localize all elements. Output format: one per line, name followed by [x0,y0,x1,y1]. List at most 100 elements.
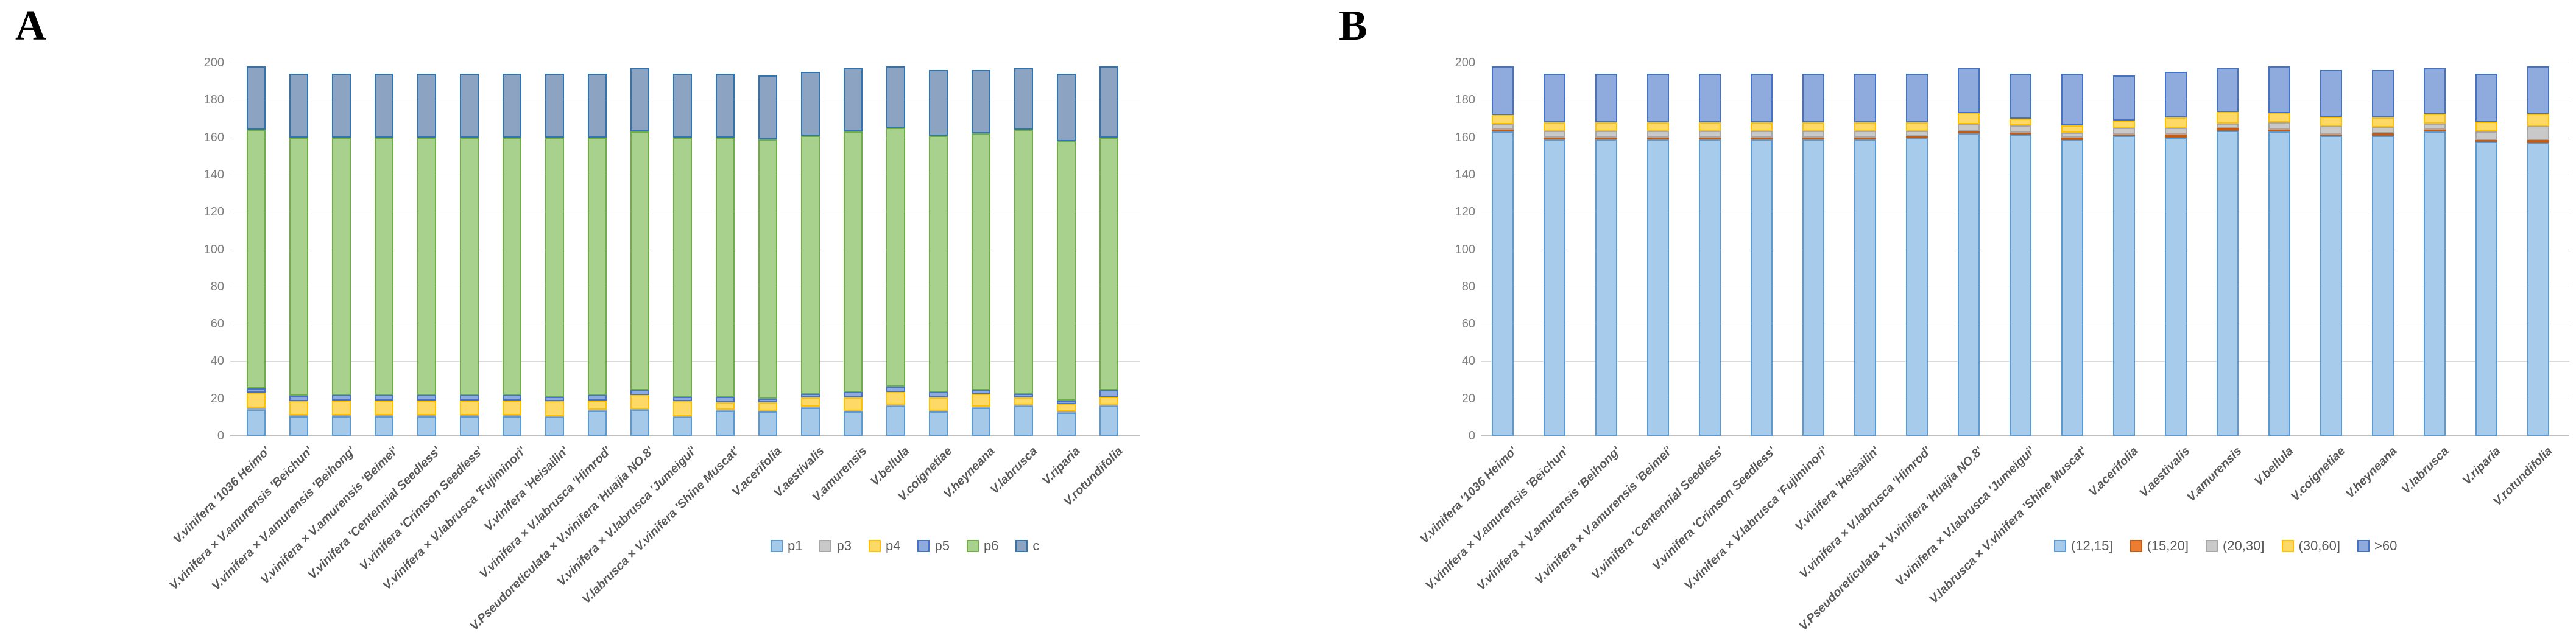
bar-segment-p3 [502,415,521,416]
bar-segment-p3 [459,415,479,416]
legend-swatch [1015,540,1028,552]
legend-swatch [819,540,832,552]
bar-segment-(20,30] [2113,128,2135,135]
bar-segment-p4 [289,401,308,416]
bar-segment->60 [1751,74,1773,123]
bar-segment-(20,30] [2320,126,2342,135]
bar-segment-c [800,72,820,136]
bar-segment-c [417,74,436,138]
bar-segment-(12,15] [1751,139,1773,436]
bar-segment-(30,60] [1751,122,1773,131]
bar-segment-p6 [886,128,905,387]
bar-segment-p3 [630,408,649,410]
x-tick-label: V.acerifolia [2086,444,2141,499]
bar-segment-(15,20] [2217,128,2239,131]
y-tick-label: 100 [1455,242,1475,256]
bar-segment-(12,15] [2424,131,2446,436]
bar-segment-p4 [886,391,905,405]
bar-segment-(30,60] [2061,125,2083,133]
bar-segment->60 [2372,70,2394,118]
bar-segment-p5 [630,390,649,395]
legend-label: >60 [2374,538,2398,553]
x-tick-label: V.coignetiae [2288,444,2348,504]
y-tick-label: 40 [1461,354,1475,368]
x-tick-label: V.vinifera 'Heisailin' [481,444,571,534]
y-tick-label: 20 [210,391,224,405]
bar-segment-p4 [630,394,649,409]
bar-segment-p5 [672,396,692,402]
bar-segment-p3 [1014,404,1033,406]
legend-swatch [2130,540,2142,552]
bar-segment-(12,15] [2527,142,2549,436]
bar-segment-p5 [1056,400,1076,404]
bar-segment-p1 [331,416,351,436]
bar-segment-(15,20] [2113,134,2135,136]
bar-segment->60 [1802,74,1824,123]
legend-item: >60 [2357,538,2397,554]
y-tick-label: 200 [1455,56,1475,69]
x-axis-line [230,435,1140,436]
bar-segment-p3 [289,415,308,416]
bar-segment-p1 [246,410,266,436]
bar-segment-(30,60] [2527,114,2549,127]
bar-segment->60 [2424,68,2446,114]
legend-swatch [2054,540,2066,552]
legend: p1 p3 p4 p5 p6 c [771,538,1039,554]
bar-segment-p6 [331,137,351,395]
y-tick-label: 80 [1461,279,1475,293]
bar-segment->60 [1595,74,1617,123]
bar-segment-p5 [886,386,905,392]
bar-segment-(30,60] [2010,118,2031,125]
legend-item: p6 [966,538,998,554]
bar-segment-(15,20] [2010,132,2031,135]
bar-segment-p1 [630,410,649,436]
legend-label: p4 [885,538,901,553]
bar-segment-(15,20] [2527,140,2549,143]
bar-segment-p3 [545,416,564,418]
bar-segment-c [587,74,607,138]
bar-segment-p3 [800,407,820,408]
x-axis-line [1481,435,2569,436]
legend-swatch [771,540,783,552]
bar-segment-p6 [715,137,735,397]
bar-segment-c [331,74,351,138]
legend-label: p5 [934,538,950,553]
bar-segment-(20,30] [1802,130,1824,138]
legend-item: (30,60] [2281,538,2340,554]
bar-segment-(15,20] [1699,137,1721,139]
bar-segment-(12,15] [2113,135,2135,436]
bar-segment-p3 [928,410,948,412]
bar-segment-p4 [545,401,564,416]
bar-segment-p5 [374,394,393,401]
bar-segment->60 [2268,66,2290,113]
bar-segment-(20,30] [1906,130,1928,137]
bar-segment-(15,20] [2320,134,2342,136]
bar-segment-c [672,74,692,138]
bar-segment-p1 [459,416,479,436]
bar-segment-(15,20] [1906,136,1928,139]
bar-segment-p4 [502,400,521,416]
legend-label: (20,30] [2223,538,2265,553]
bar-segment-(20,30] [2061,132,2083,138]
bar-segment-c [1014,68,1033,130]
bar-segment-p1 [502,416,521,436]
x-tick-label: V.labrusca × V.vinifera 'Shine Muscat' [579,444,742,607]
bar-segment-p4 [758,402,777,411]
bar-segment-c [545,74,564,138]
bar-segment-p4 [374,400,393,416]
bar-segment-p4 [800,397,820,407]
bar-segment-p6 [289,137,308,396]
bar-segment-(15,20] [1802,137,1824,139]
bar-segment-c [1056,74,1076,141]
x-tick-label: V.amurensis [2184,444,2245,505]
bar-segment->60 [1699,74,1721,123]
bar-segment-(15,20] [1854,137,1876,139]
bar-segment-(12,15] [1492,131,1514,436]
bar-segment-(12,15] [2010,135,2031,436]
x-tick-label: V.Pseudoreticulata × V.vinifera 'Huajia … [1796,444,1986,634]
bar-segment-p3 [672,416,692,418]
bar-segment-p1 [1014,405,1033,436]
bar-segment-(15,20] [1595,137,1617,139]
bar-segment-(12,15] [1647,139,1669,436]
bar-segment-p6 [502,137,521,395]
